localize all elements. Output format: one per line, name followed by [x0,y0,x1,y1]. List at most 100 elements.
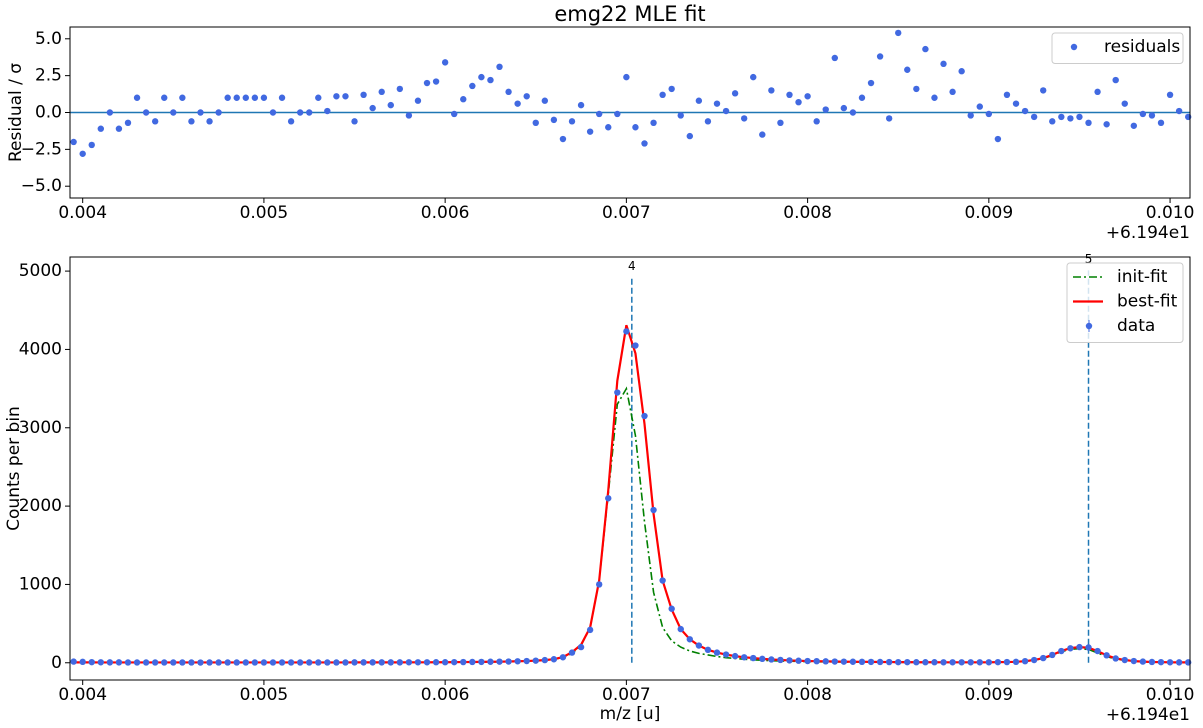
data-point [614,110,621,118]
x-axis-label: m/z [u] [600,704,661,724]
data-point [958,659,965,666]
data-point [568,118,576,125]
y-tick-label: 2000 [19,496,62,516]
y-tick-label: 5000 [19,261,62,281]
data-point [496,658,503,665]
data-point [1030,113,1038,121]
x-tick-label: 0.008 [783,685,832,705]
data-point [142,109,150,116]
data-point [170,109,177,116]
data-point [641,412,648,420]
data-point [1166,659,1174,666]
data-point [768,87,775,94]
y-tick-label: 1000 [19,574,62,594]
data-point [650,119,657,127]
data-point [586,128,594,135]
data-point [387,101,394,109]
legend-box [1066,262,1184,343]
fit-line [73,386,1189,664]
y-tick-label: 0.0 [35,103,62,123]
data-point [97,125,105,132]
data-point [1049,118,1056,125]
legend-label: init-fit [1117,267,1168,287]
data-point [849,109,857,116]
y-tick-label: −5.0 [21,176,62,196]
data-point [451,658,458,666]
x-tick-label: 0.008 [783,203,832,223]
data-point [306,109,313,116]
data-point [106,659,114,666]
data-point [88,141,95,149]
data-point [1112,655,1119,662]
y-tick-label: 5.0 [35,29,62,49]
y-tick-label: 4000 [19,339,62,359]
data-point [623,73,630,81]
data-point [813,118,820,125]
data-point [369,104,376,112]
data-point [695,97,703,104]
data-point [414,659,422,666]
data-point [740,654,748,661]
data-point [867,658,875,666]
data-point [913,85,920,93]
data-point [487,658,494,665]
data-point [441,659,449,666]
data-point [777,119,784,127]
data-point [170,659,177,666]
data-point [460,96,467,103]
data-point [858,94,866,101]
data-point [324,659,331,666]
data-point [469,658,476,666]
data-point [913,659,920,666]
fit-line [73,324,1189,664]
data-point [1003,91,1011,99]
legend-label: residuals [1104,37,1180,57]
data-point [595,581,603,588]
y-tick-label: 0 [51,653,62,673]
data-point [559,654,567,661]
data-point [151,118,159,125]
data-point [768,656,775,663]
data-point [577,643,585,651]
x-tick-label: 0.004 [58,685,107,705]
data-point [786,91,793,99]
data-point [668,85,675,93]
data-point [568,649,576,656]
x-tick-label: 0.010 [1146,203,1195,223]
data-point [333,659,340,666]
data-point [478,658,485,666]
data-point [478,73,485,81]
data-point [269,659,277,666]
data-point [904,66,911,73]
data-point [1003,658,1011,666]
data-point [1012,658,1020,666]
data-point [994,135,1002,143]
data-point [251,94,259,101]
data-point [967,112,974,119]
data-point [922,659,929,666]
data-point [713,100,721,107]
data-point [704,118,712,125]
data-point [1121,656,1128,664]
data-point [650,506,657,514]
data-point [441,59,449,66]
x-tick-label: 0.007 [602,203,651,223]
data-point [895,29,902,37]
data-point [306,659,313,666]
data-point [197,659,204,666]
data-point [958,68,965,75]
data-point [550,116,558,124]
data-point [233,659,240,666]
data-point [405,659,413,666]
legend-label: data [1117,316,1155,336]
data-point [115,125,123,132]
data-point [994,658,1002,666]
data-point [251,659,259,666]
data-point [1076,113,1083,121]
data-point [731,90,739,97]
x-tick-label: 0.005 [240,203,289,223]
data-point [233,94,240,101]
data-point [532,119,539,127]
data-point [487,76,494,84]
data-point [659,91,666,99]
